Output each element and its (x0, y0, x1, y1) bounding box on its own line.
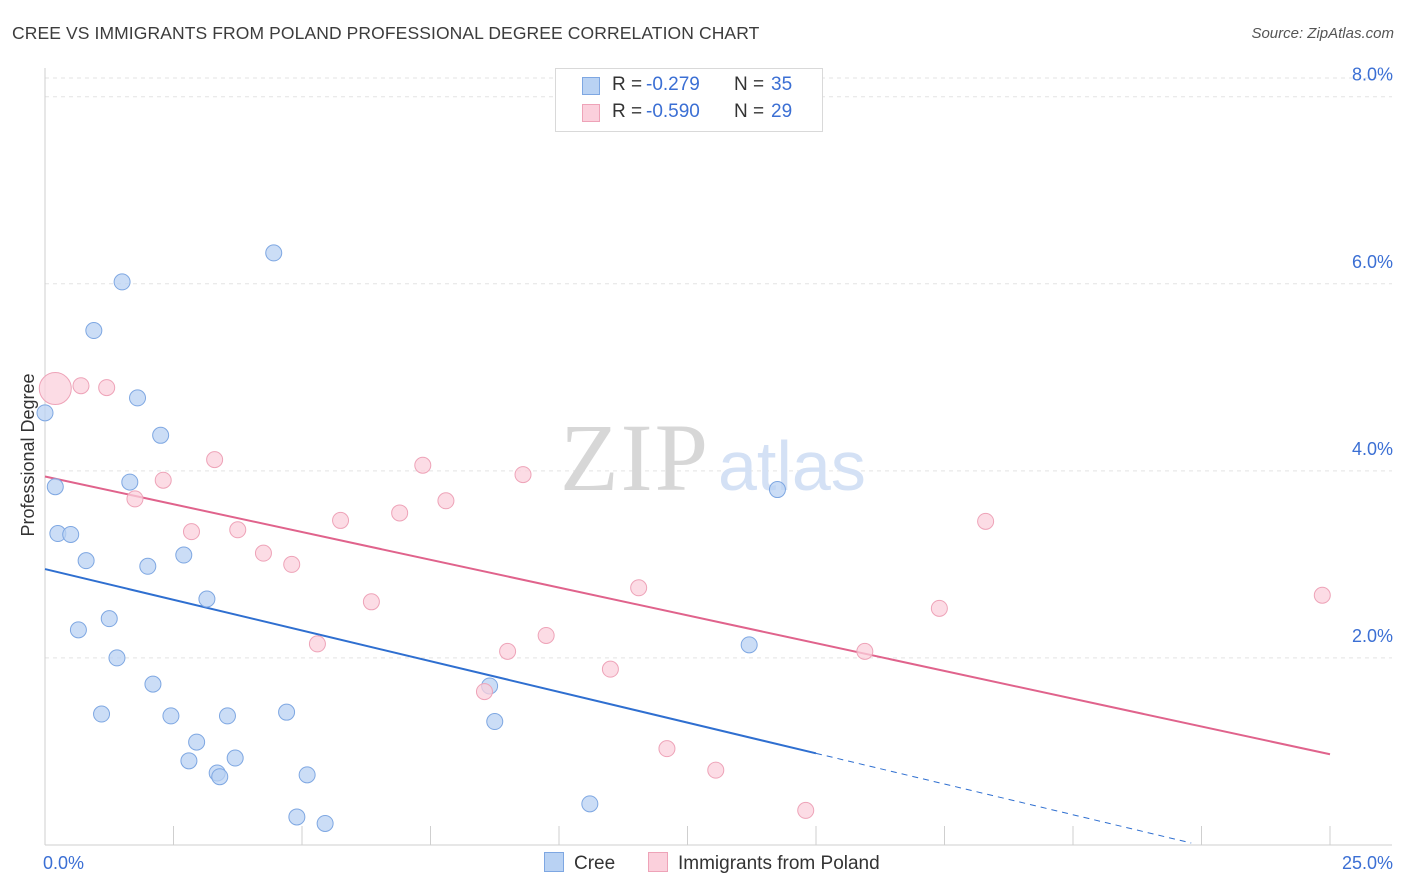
cree-point (278, 703, 296, 721)
cree-point (298, 766, 316, 784)
n-label: N = (734, 101, 765, 122)
poland-point (930, 599, 948, 617)
cree-point (46, 478, 64, 496)
y-tick-label: 2.0% (1352, 626, 1393, 646)
data-points (36, 244, 1331, 832)
poland-point (362, 593, 380, 611)
poland-point (98, 379, 116, 397)
cree-point (69, 621, 87, 639)
poland-point (499, 642, 517, 660)
cree-point (188, 733, 206, 751)
poland-point (658, 740, 676, 758)
poland-point (283, 555, 301, 573)
cree-point (581, 795, 599, 813)
y-tick-label: 8.0% (1352, 65, 1393, 85)
cree-point (93, 705, 111, 723)
poland-point (707, 761, 725, 779)
cree-point (218, 707, 236, 725)
cree-point (211, 768, 229, 786)
cree-point (100, 610, 118, 628)
correlation-legend: R = -0.279 N = 35 R = -0.590 N = 29 (555, 68, 823, 132)
poland-point (38, 372, 72, 406)
cree-trend-line (44, 568, 817, 755)
cree-point (486, 713, 504, 731)
poland-point (475, 683, 493, 701)
cree-point (113, 273, 131, 291)
poland-point (332, 511, 350, 529)
cree-point (175, 546, 193, 564)
poland-point (601, 660, 619, 678)
poland-point (206, 451, 224, 469)
series-legend-poland: Immigrants from Poland (648, 852, 880, 876)
poland-trend-line (44, 475, 1331, 756)
cree-point (288, 808, 306, 826)
r-value: -0.279 (646, 74, 700, 95)
poland-point (254, 544, 272, 562)
series-legend-cree: Cree (544, 852, 615, 876)
y-tick-label: 6.0% (1352, 252, 1393, 272)
poland-point (154, 471, 172, 489)
y-tick-label: 4.0% (1352, 439, 1393, 459)
poland-point (797, 801, 815, 819)
cree-point (85, 322, 103, 340)
cree-point (77, 552, 95, 570)
poland-point (182, 523, 200, 541)
legend-swatch-cree (582, 77, 600, 95)
poland-point (437, 492, 455, 510)
cree-point (144, 675, 162, 693)
cree-point (180, 752, 198, 770)
n-label: N = (734, 74, 765, 95)
poland-point (1313, 586, 1331, 604)
watermark-zip: ZIP (560, 404, 710, 511)
cree-point (198, 590, 216, 608)
cree-point (62, 525, 80, 543)
cree-point (162, 707, 180, 725)
y-axis-label: Professional Degree (18, 373, 38, 536)
legend-label-cree: Cree (574, 853, 616, 874)
cree-point (316, 814, 334, 832)
r-label: R = (612, 74, 643, 95)
n-value: 35 (771, 74, 793, 95)
cree-point (740, 636, 758, 654)
poland-point (630, 579, 648, 597)
cree-point (36, 404, 54, 422)
cree-point (108, 649, 126, 667)
r-label: R = (612, 101, 643, 122)
poland-point (977, 512, 995, 530)
legend-swatch-cree (544, 852, 564, 872)
chart-title: CREE VS IMMIGRANTS FROM POLAND PROFESSIO… (12, 23, 760, 43)
watermark-atlas: atlas (718, 427, 866, 505)
source-label: Source: ZipAtlas.com (1251, 25, 1394, 42)
cree-point (265, 244, 283, 262)
cree-point (152, 426, 170, 444)
legend-swatch-poland (582, 104, 600, 122)
r-value: -0.590 (646, 101, 700, 122)
cree-point (139, 557, 157, 575)
poland-point (391, 504, 409, 522)
cree-point (129, 389, 147, 407)
n-value: 29 (771, 101, 793, 122)
poland-point (72, 377, 90, 395)
poland-point (229, 521, 247, 539)
cree-point (121, 473, 139, 491)
tick-labels: 2.0% 4.0% 6.0% 8.0% 0.0% 25.0% (43, 65, 1393, 873)
trend-lines (44, 475, 1331, 844)
poland-point (514, 466, 532, 484)
cree-point (768, 481, 786, 499)
cree-trend-extension (815, 752, 1192, 844)
gridlines (45, 77, 1392, 659)
x-tick-label-left: 0.0% (43, 853, 84, 873)
poland-point (537, 626, 555, 644)
legend-label-poland: Immigrants from Poland (678, 853, 880, 874)
poland-point (308, 635, 326, 653)
watermark: ZIP atlas (560, 404, 866, 511)
x-tick-label-right: 25.0% (1342, 853, 1393, 873)
poland-point (414, 456, 432, 474)
poland-point (856, 642, 874, 660)
poland-point (126, 490, 144, 508)
axes (44, 68, 1392, 846)
legend-swatch-poland (648, 852, 668, 872)
cree-point (226, 749, 244, 767)
